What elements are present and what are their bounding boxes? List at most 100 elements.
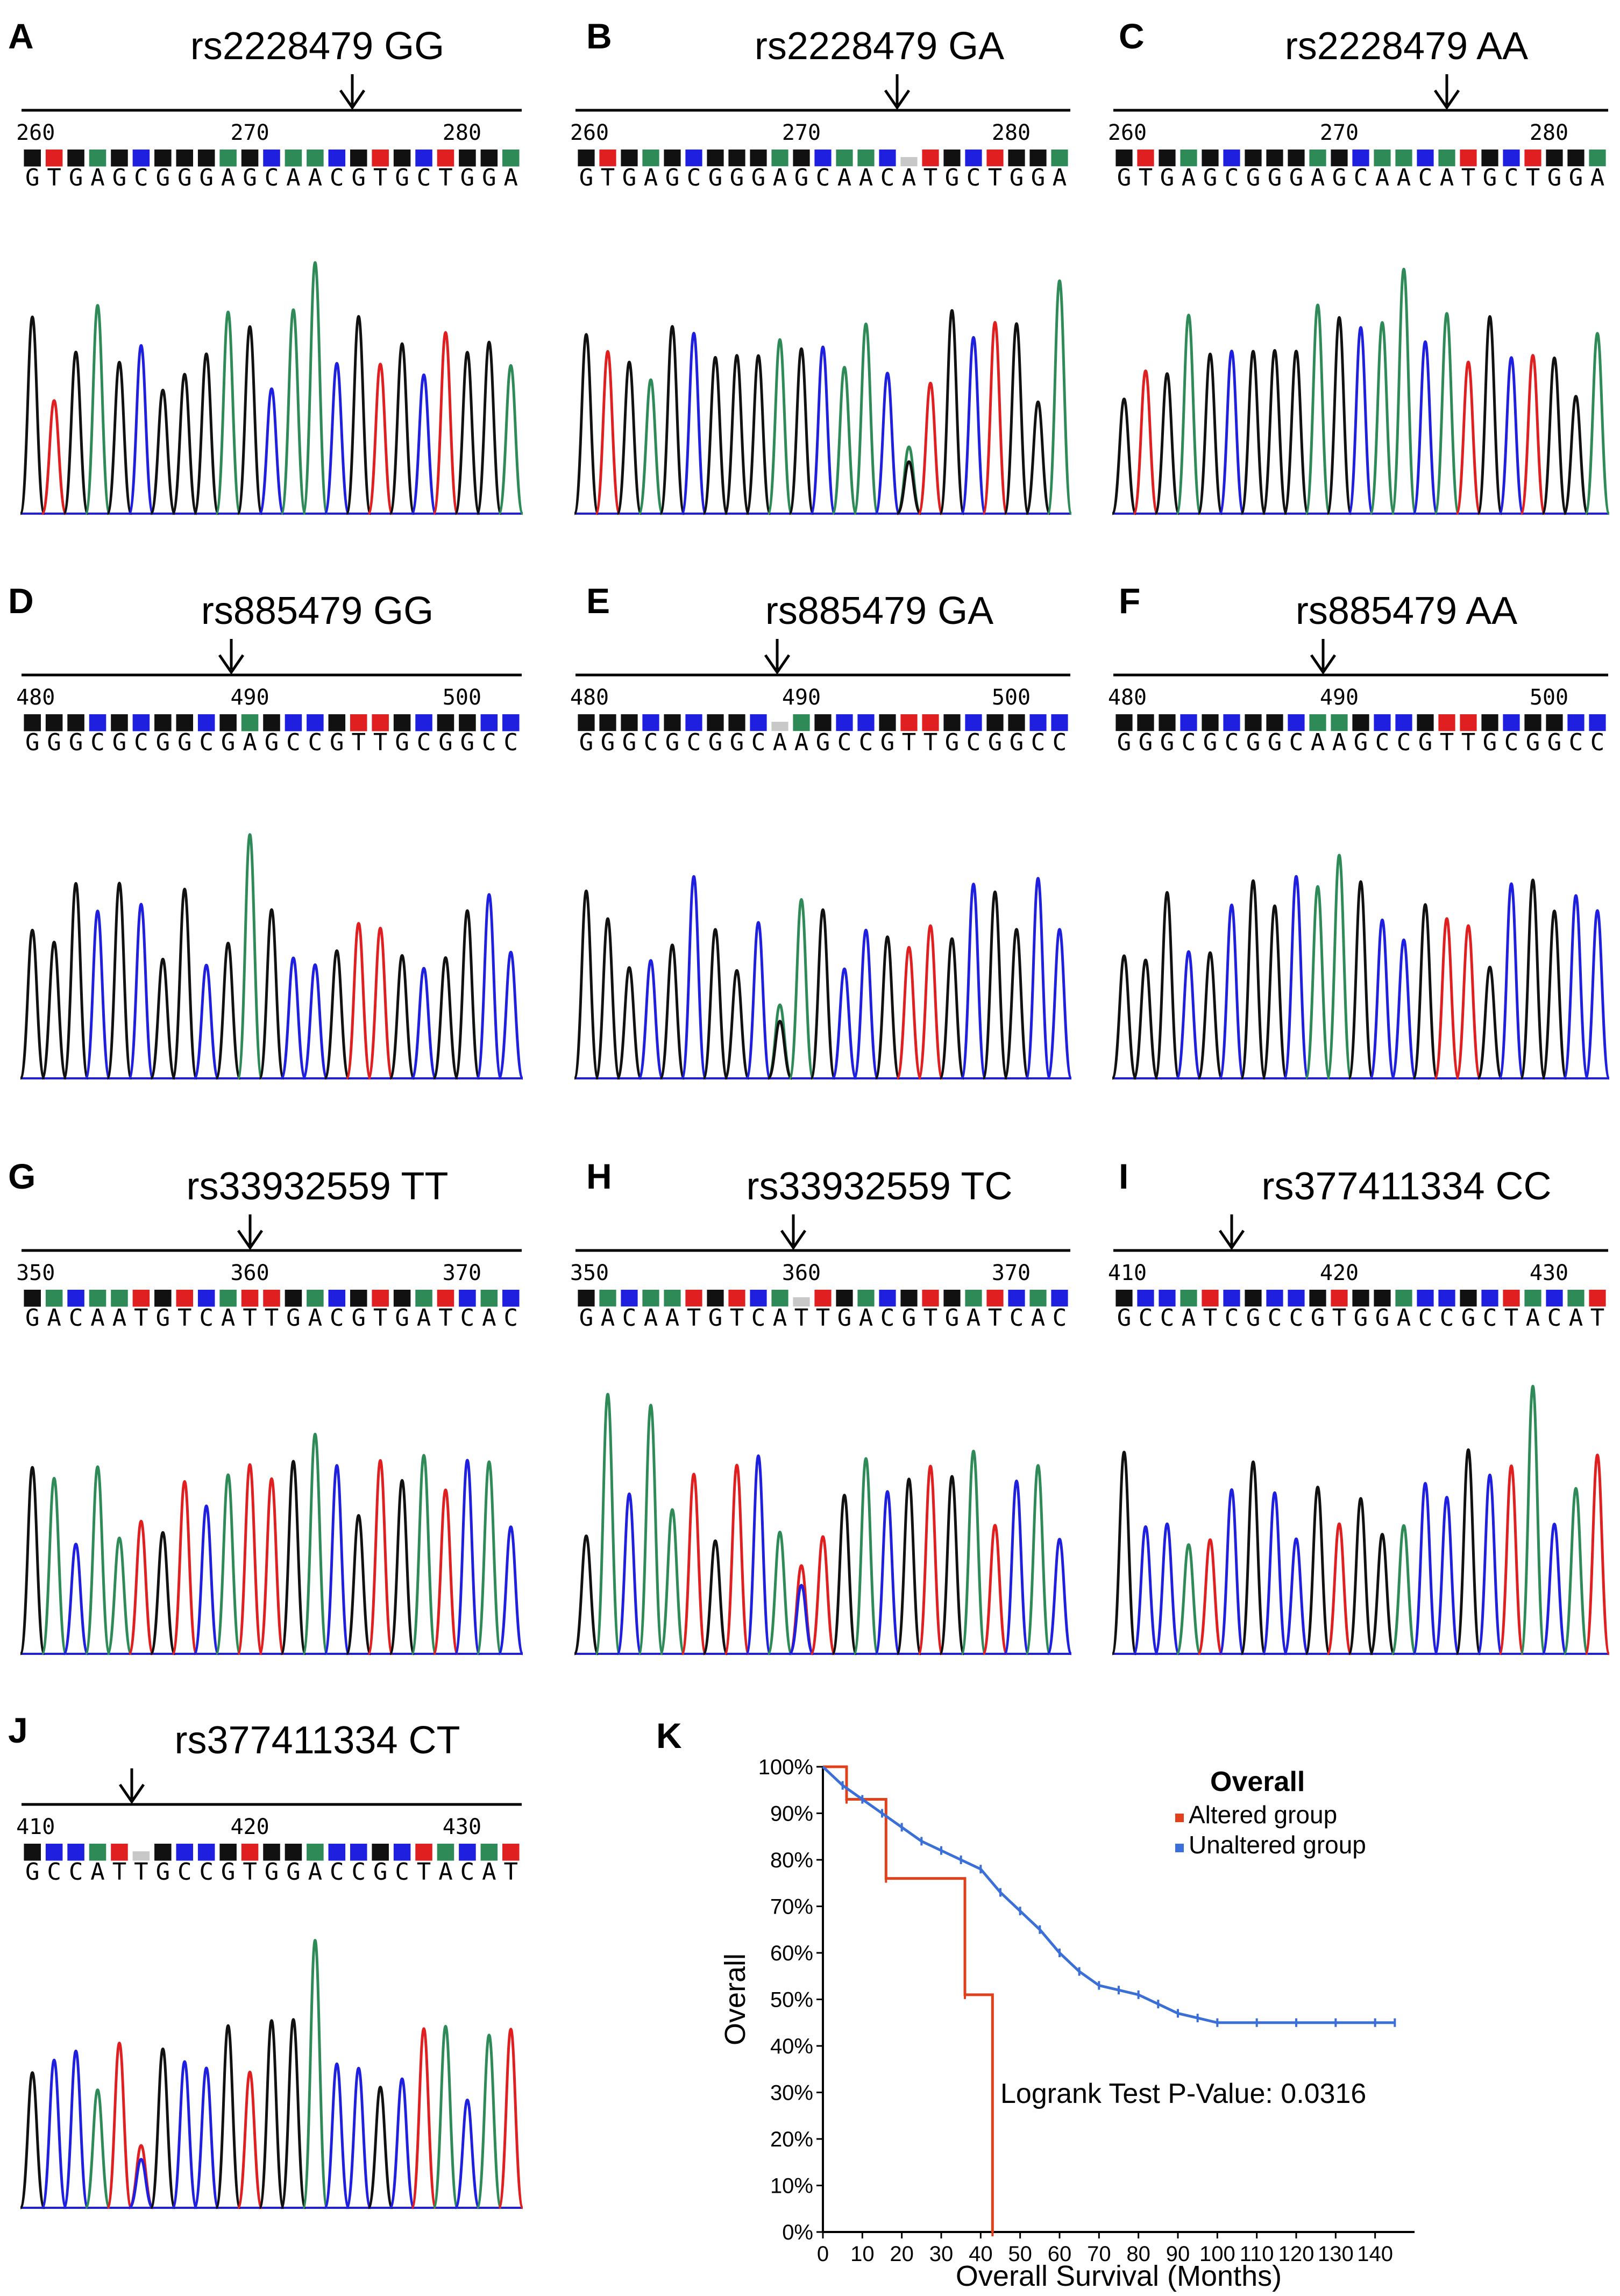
base-call: C <box>90 729 105 756</box>
quality-bar <box>393 150 411 167</box>
snp-label: rs2228479 GG <box>190 25 444 68</box>
trace-peak <box>1003 928 1030 1080</box>
base-call: G <box>286 1304 301 1332</box>
trace-peak <box>594 1392 621 1655</box>
quality-bar <box>132 1290 150 1307</box>
position-tick: 480 <box>16 685 55 710</box>
position-tick: 500 <box>443 685 481 710</box>
position-tick: 260 <box>570 120 609 145</box>
quality-bar <box>1374 150 1391 167</box>
base-call: G <box>579 1304 594 1332</box>
quality-bar <box>1051 1290 1068 1307</box>
base-call: G <box>601 729 615 756</box>
base-call: G <box>1246 1304 1261 1332</box>
position-tick: 350 <box>570 1261 609 1285</box>
quality-bar <box>24 714 41 731</box>
quality-bar <box>372 150 389 167</box>
position-tick: 350 <box>16 1261 55 1285</box>
quality-bar <box>1159 150 1176 167</box>
trace-peak <box>1003 1479 1030 1655</box>
quality-bar <box>480 1290 498 1307</box>
quality-bar <box>857 1290 875 1307</box>
trace-peak <box>1132 958 1159 1080</box>
arrow-head <box>118 1783 145 1804</box>
base-call: C <box>330 164 344 191</box>
base-call: C <box>1397 729 1411 756</box>
base-call: C <box>1160 1304 1175 1332</box>
trace-peak <box>1240 1460 1267 1655</box>
quality-bar <box>285 1844 302 1861</box>
y-tick-label: 10% <box>770 2174 813 2198</box>
trace-peak <box>1261 349 1288 515</box>
trace-peak <box>40 1477 68 1655</box>
trace-peak <box>659 1508 686 1655</box>
base-call: A <box>644 164 658 191</box>
trace-peak <box>302 963 329 1080</box>
base-call: C <box>1031 729 1046 756</box>
quality-bar <box>1567 150 1585 167</box>
quality-bar <box>219 714 237 731</box>
base-call: A <box>1440 164 1454 191</box>
arrow-head <box>1218 1229 1245 1250</box>
quality-bar <box>1503 150 1520 167</box>
quality-bar <box>176 714 194 731</box>
trace-peak <box>367 362 394 515</box>
base-call: G <box>1246 164 1261 191</box>
snp-label: rs377411334 CT <box>175 1719 460 1762</box>
y-axis-label: Overall <box>719 1953 751 2045</box>
quality-bar <box>1417 1290 1434 1307</box>
trace-peak <box>680 1473 707 1655</box>
quality-bar <box>459 150 476 167</box>
quality-bar <box>1245 150 1262 167</box>
trace-peak <box>1562 894 1589 1080</box>
trace-peak <box>432 331 459 515</box>
quality-bar <box>1352 1290 1369 1307</box>
base-call: T <box>923 164 938 191</box>
trace-peak <box>917 1465 944 1655</box>
base-call: G <box>1526 729 1540 756</box>
base-call: T <box>243 1304 257 1332</box>
base-call: C <box>265 164 279 191</box>
trace-peak <box>1476 315 1503 515</box>
base-call: A <box>90 164 105 191</box>
base-call: C <box>880 164 895 191</box>
trace-peak <box>1369 321 1396 515</box>
quality-bar <box>89 1844 106 1861</box>
trace-peak <box>1240 350 1267 515</box>
x-tick-label: 120 <box>1278 2242 1315 2266</box>
trace-peak <box>1584 332 1611 515</box>
trace-peak <box>1326 1522 1353 1655</box>
base-call: G <box>482 164 496 191</box>
quality-bar <box>328 714 346 731</box>
quality-bar <box>437 1844 454 1861</box>
arrow-head <box>1433 89 1460 110</box>
quality-bar <box>664 1290 681 1307</box>
quality-bar <box>1331 1290 1348 1307</box>
base-call: C <box>1225 1304 1239 1332</box>
base-call: A <box>438 1858 453 1886</box>
base-call: C <box>1569 729 1583 756</box>
trace-peak <box>40 399 68 515</box>
quality-bar <box>707 714 724 731</box>
trace-peak <box>323 949 351 1080</box>
base-call: C <box>687 164 701 191</box>
quality-bar <box>1008 714 1025 731</box>
base-call: C <box>134 729 148 756</box>
position-tick: 280 <box>992 120 1031 145</box>
trace-peak <box>345 922 372 1080</box>
trace-peak <box>1046 279 1073 515</box>
quality-bar <box>437 1290 454 1307</box>
base-call: G <box>351 164 366 191</box>
trace-peak <box>1046 1538 1073 1655</box>
trace-peak <box>573 333 600 515</box>
trace-peak <box>84 304 111 515</box>
position-tick: 480 <box>570 685 609 710</box>
base-call: G <box>47 729 61 756</box>
trace-peak <box>1175 314 1202 515</box>
base-call: C <box>504 729 518 756</box>
y-tick-label: 90% <box>770 1802 813 1826</box>
